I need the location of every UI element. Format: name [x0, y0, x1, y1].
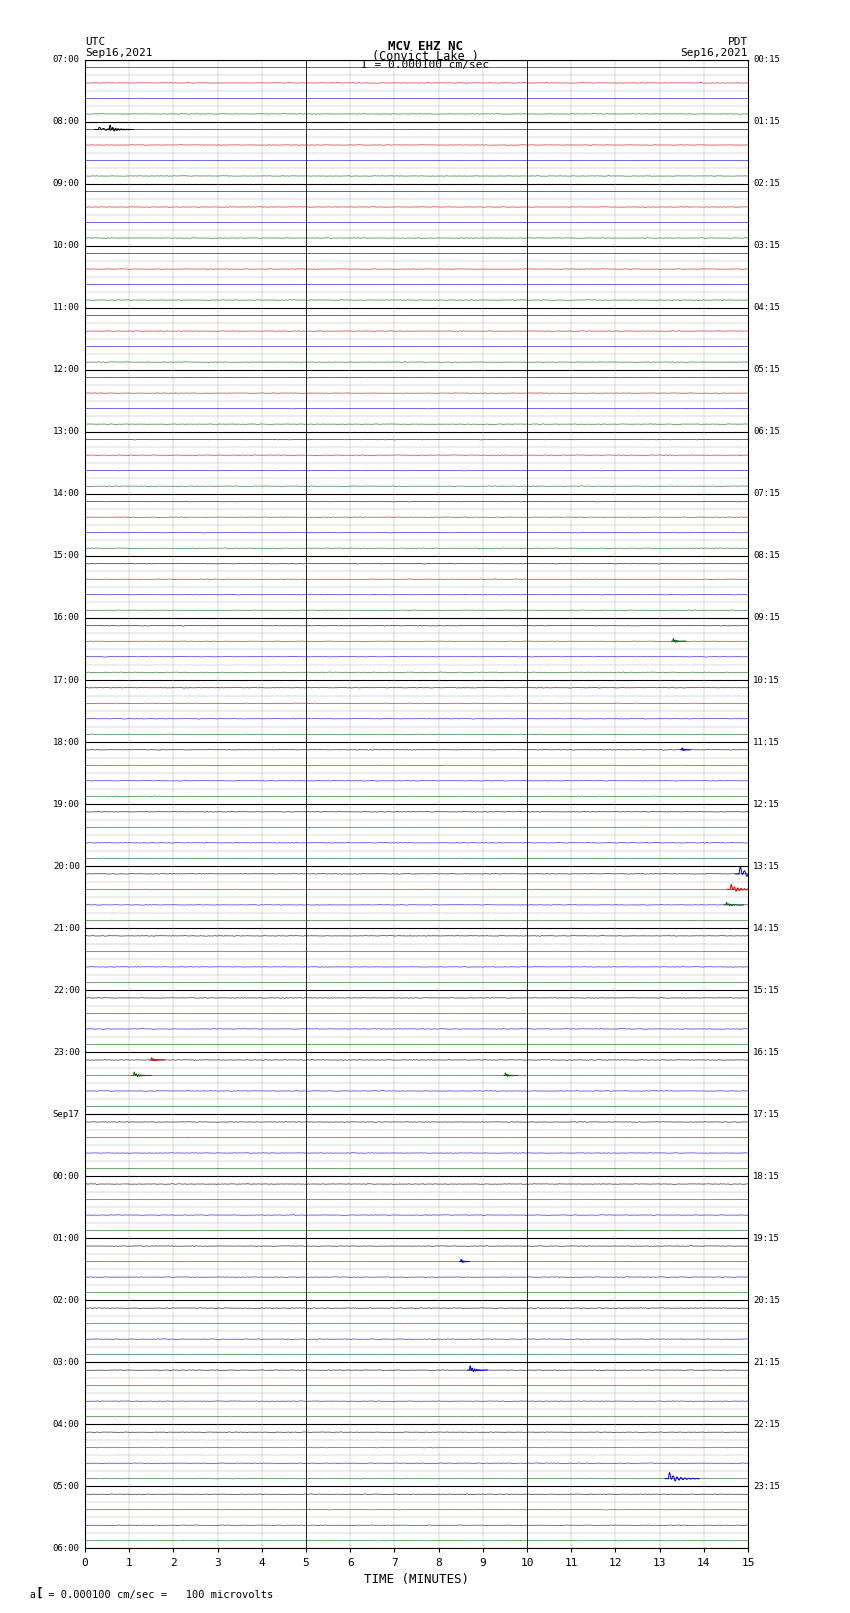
Text: 10:15: 10:15	[753, 676, 780, 684]
Text: 18:15: 18:15	[753, 1171, 780, 1181]
Text: 09:00: 09:00	[53, 179, 80, 189]
Text: 21:00: 21:00	[53, 924, 80, 932]
Text: Sep16,2021: Sep16,2021	[681, 48, 748, 58]
Text: 19:15: 19:15	[753, 1234, 780, 1242]
Text: I = 0.000100 cm/sec: I = 0.000100 cm/sec	[361, 60, 489, 69]
Text: MCV EHZ NC: MCV EHZ NC	[388, 40, 462, 53]
Text: 20:00: 20:00	[53, 861, 80, 871]
X-axis label: TIME (MINUTES): TIME (MINUTES)	[364, 1573, 469, 1586]
Text: 15:15: 15:15	[753, 986, 780, 995]
Text: (Convict Lake ): (Convict Lake )	[371, 50, 479, 63]
Text: 10:00: 10:00	[53, 242, 80, 250]
Text: 13:00: 13:00	[53, 427, 80, 437]
Text: 17:15: 17:15	[753, 1110, 780, 1119]
Text: 02:00: 02:00	[53, 1295, 80, 1305]
Text: 06:15: 06:15	[753, 427, 780, 437]
Text: Sep16,2021: Sep16,2021	[85, 48, 152, 58]
Text: 23:00: 23:00	[53, 1048, 80, 1057]
Text: 20:15: 20:15	[753, 1295, 780, 1305]
Text: 00:15: 00:15	[753, 55, 780, 65]
Text: 02:15: 02:15	[753, 179, 780, 189]
Text: 22:00: 22:00	[53, 986, 80, 995]
Text: [: [	[36, 1587, 43, 1600]
Text: 17:00: 17:00	[53, 676, 80, 684]
Text: 12:00: 12:00	[53, 366, 80, 374]
Text: 16:00: 16:00	[53, 613, 80, 623]
Text: 12:15: 12:15	[753, 800, 780, 808]
Text: 03:15: 03:15	[753, 242, 780, 250]
Text: 04:00: 04:00	[53, 1419, 80, 1429]
Text: 03:00: 03:00	[53, 1358, 80, 1366]
Text: 07:00: 07:00	[53, 55, 80, 65]
Text: Sep17: Sep17	[53, 1110, 80, 1119]
Text: 06:00: 06:00	[53, 1544, 80, 1553]
Text: PDT: PDT	[728, 37, 748, 47]
Text: 14:00: 14:00	[53, 489, 80, 498]
Text: 16:15: 16:15	[753, 1048, 780, 1057]
Text: 05:00: 05:00	[53, 1482, 80, 1490]
Text: 00:00: 00:00	[53, 1171, 80, 1181]
Text: 18:00: 18:00	[53, 737, 80, 747]
Text: UTC: UTC	[85, 37, 105, 47]
Text: 08:15: 08:15	[753, 552, 780, 560]
Text: 23:15: 23:15	[753, 1482, 780, 1490]
Text: 04:15: 04:15	[753, 303, 780, 313]
Text: 11:00: 11:00	[53, 303, 80, 313]
Text: = 0.000100 cm/sec =   100 microvolts: = 0.000100 cm/sec = 100 microvolts	[42, 1590, 274, 1600]
Text: 11:15: 11:15	[753, 737, 780, 747]
Text: a: a	[30, 1590, 36, 1600]
Text: 07:15: 07:15	[753, 489, 780, 498]
Text: 05:15: 05:15	[753, 366, 780, 374]
Text: 13:15: 13:15	[753, 861, 780, 871]
Text: 01:00: 01:00	[53, 1234, 80, 1242]
Text: 15:00: 15:00	[53, 552, 80, 560]
Text: 19:00: 19:00	[53, 800, 80, 808]
Text: 21:15: 21:15	[753, 1358, 780, 1366]
Text: 09:15: 09:15	[753, 613, 780, 623]
Text: 01:15: 01:15	[753, 118, 780, 126]
Text: 14:15: 14:15	[753, 924, 780, 932]
Text: 08:00: 08:00	[53, 118, 80, 126]
Text: 22:15: 22:15	[753, 1419, 780, 1429]
